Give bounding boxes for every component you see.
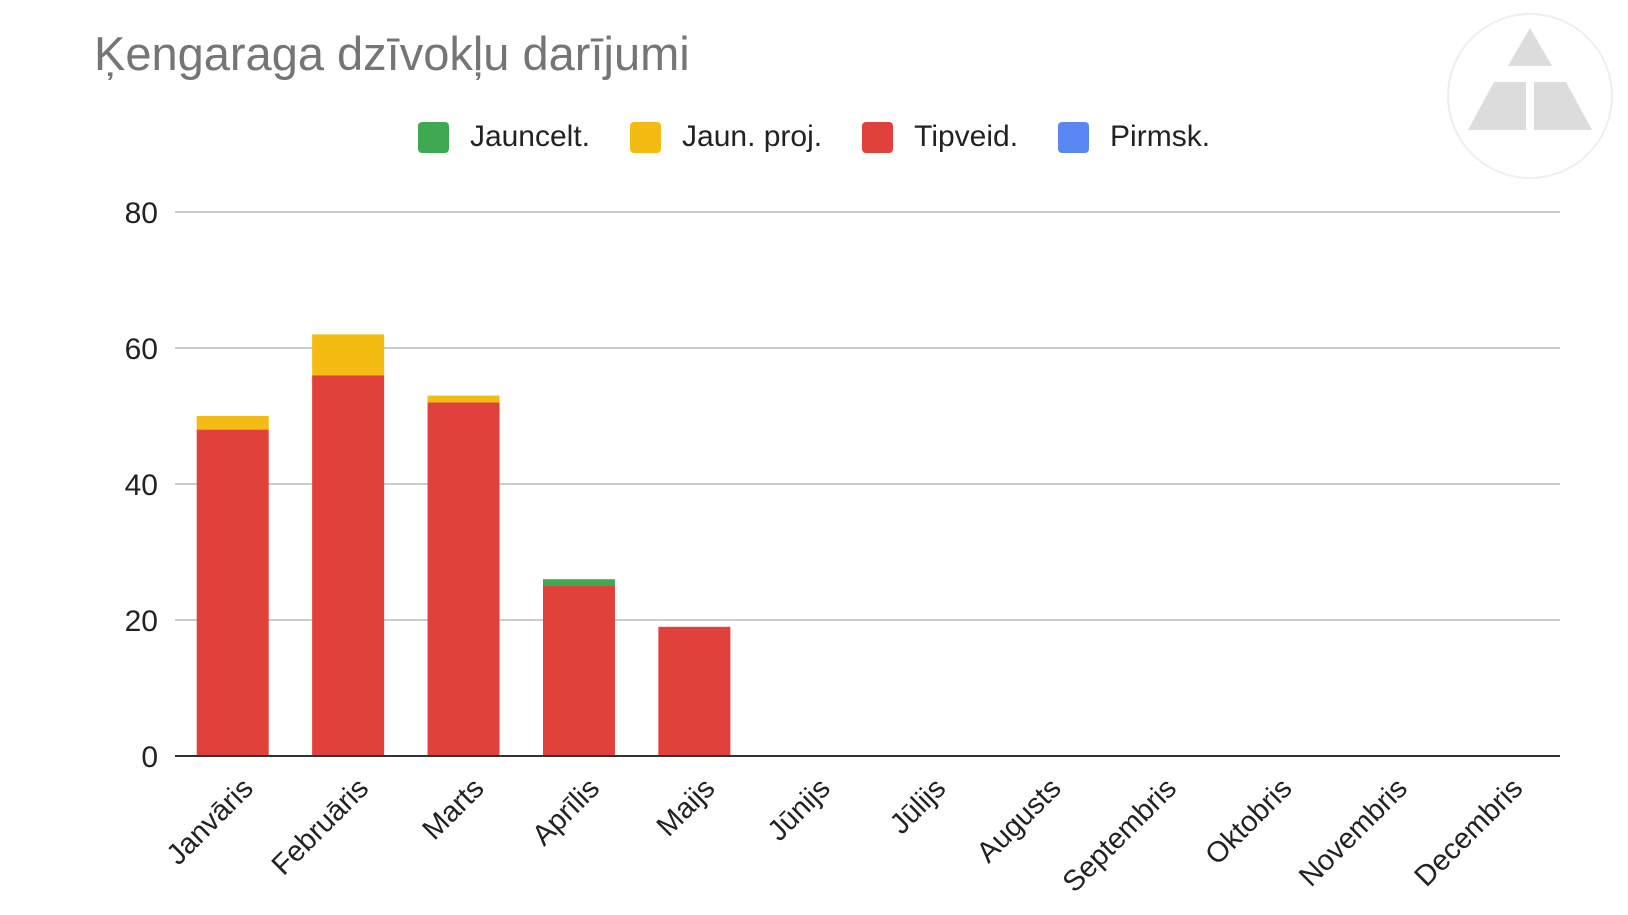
x-tick-label: Oktobris: [1199, 772, 1298, 871]
y-tick-label: 80: [125, 197, 158, 230]
bar-segment[interactable]: [312, 334, 385, 376]
x-tick-label: Janvāris: [161, 772, 260, 871]
legend-label: Jaun. proj.: [682, 120, 823, 153]
triangle-logo-icon: [1447, 13, 1613, 179]
legend-swatch-jaun-proj: [630, 121, 662, 153]
y-tick-label: 20: [125, 605, 158, 638]
bar-segment[interactable]: [658, 626, 731, 756]
x-tick-label: Novembris: [1293, 772, 1414, 893]
y-axis-ticks: 0 20 40 60 80: [125, 197, 158, 774]
y-tick-label: 0: [141, 741, 158, 774]
bars: [196, 334, 731, 756]
chart-legend: Jauncelt. Jaun. proj. Tipveid. Pirmsk.: [0, 120, 1628, 154]
bar-segment[interactable]: [312, 375, 385, 756]
legend-label: Tipveid.: [914, 120, 1019, 153]
x-tick-label: Jūlijs: [884, 772, 952, 840]
x-tick-label: Februāris: [266, 772, 375, 881]
legend-item-tipveid[interactable]: Tipveid.: [862, 120, 1018, 154]
legend-label: Jauncelt.: [469, 120, 591, 153]
gridlines: [175, 211, 1560, 621]
bar-segment[interactable]: [427, 402, 500, 756]
bar-segment[interactable]: [542, 586, 615, 756]
x-tick-label: Decembris: [1409, 772, 1530, 893]
chart-title: Ķengaraga dzīvokļu darījumi: [94, 27, 690, 80]
bar-segment[interactable]: [196, 416, 269, 430]
legend-item-jauncelt[interactable]: Jauncelt.: [417, 120, 591, 154]
x-axis-ticks: Janvāris Februāris Marts Aprīlis Maijs Jūnijs…: [161, 772, 1530, 898]
x-tick-label: Marts: [417, 772, 491, 846]
x-tick-label: Jūnijs: [762, 772, 837, 847]
x-tick-label: Septembris: [1057, 772, 1183, 898]
legend-item-pirmsk[interactable]: Pirmsk.: [1058, 120, 1210, 154]
x-tick-label: Aprīlis: [526, 772, 606, 852]
x-tick-label: Augusts: [971, 772, 1068, 869]
legend-swatch-jauncelt: [417, 121, 449, 153]
bar-segment[interactable]: [427, 395, 500, 403]
y-tick-label: 60: [125, 333, 158, 366]
legend-swatch-tipveid: [862, 121, 894, 153]
bar-segment[interactable]: [542, 579, 615, 586]
x-tick-label: Maijs: [651, 772, 721, 842]
y-tick-label: 40: [125, 469, 158, 502]
legend-swatch-pirmsk: [1058, 121, 1090, 153]
bar-segment[interactable]: [196, 429, 269, 756]
legend-label: Pirmsk.: [1110, 120, 1211, 153]
legend-item-jaun-proj[interactable]: Jaun. proj.: [630, 120, 822, 154]
